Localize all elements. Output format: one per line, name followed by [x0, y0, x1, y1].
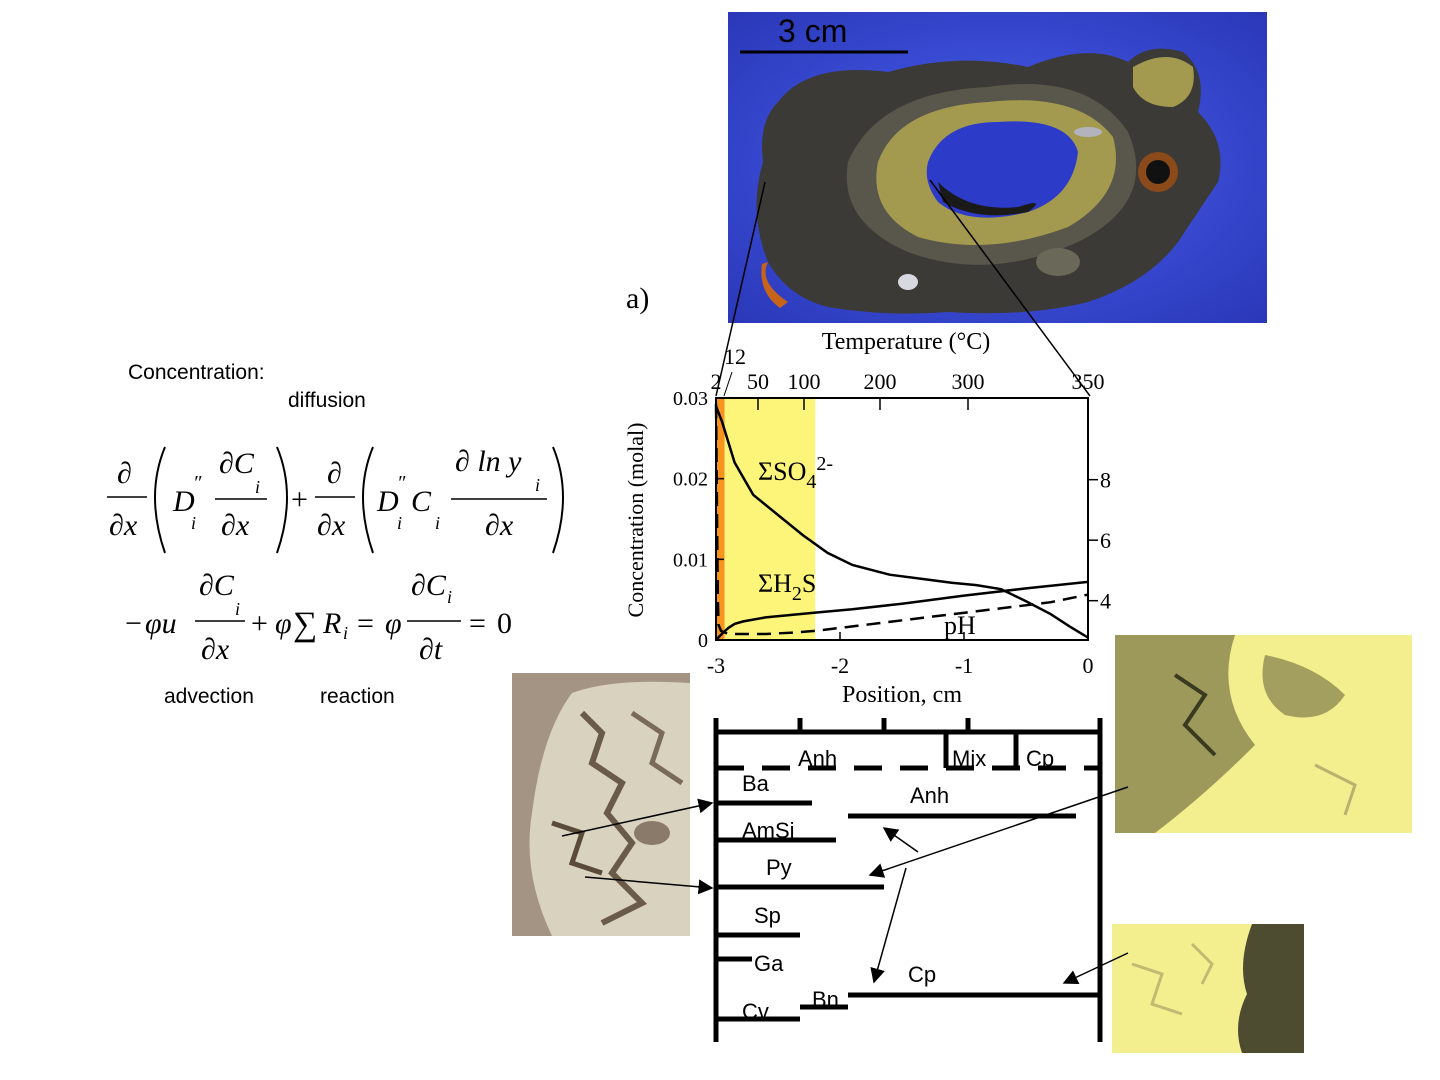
mineral-label-ga: Ga: [754, 951, 784, 976]
advection-label: advection: [164, 685, 254, 708]
mineral-label-anh: Anh: [910, 783, 950, 808]
svg-text:∂: ∂: [327, 457, 342, 490]
svg-text:i: i: [447, 587, 452, 607]
svg-text:∂C: ∂C: [411, 569, 447, 602]
y-axis-label: Concentration (molal): [623, 423, 648, 618]
right-tick-label-2: 8: [1100, 468, 1111, 493]
svg-text:+: +: [251, 607, 268, 640]
svg-text:φ: φ: [275, 607, 292, 640]
micrograph-right-bottom: [1112, 924, 1304, 1053]
svg-text:i: i: [435, 513, 440, 533]
arrow-center-to-cp: [870, 867, 907, 984]
mineral-label-bn: Bn: [812, 987, 839, 1012]
svg-text:∂C: ∂C: [199, 569, 235, 602]
temperature-zone-1: [724, 398, 816, 640]
svg-text:i: i: [255, 477, 260, 497]
svg-text:C: C: [411, 485, 432, 518]
top-tick-12-leader: [723, 371, 733, 397]
svg-text:i: i: [397, 513, 402, 533]
diffusion-label: diffusion: [288, 389, 366, 412]
x-axis-label: Position, cm: [842, 682, 962, 708]
scale-bar-label: 3 cm: [778, 13, 848, 49]
top-tick-label-4: 200: [864, 369, 897, 394]
chimney-cross-section-photo: 3 cm: [728, 12, 1267, 323]
arrow-center-to-anh: [882, 827, 919, 853]
micrograph-right-top: [1115, 635, 1412, 833]
annotation-ph: pH: [944, 611, 976, 640]
mineral-label-sp: Sp: [754, 903, 781, 928]
svg-text:i: i: [343, 623, 348, 643]
x-tick-label-0: -3: [707, 653, 725, 678]
top-tick-label-6: 350: [1072, 369, 1105, 394]
arrow-right-top-to-py: [868, 786, 1129, 878]
svg-text:0: 0: [497, 607, 512, 640]
svg-text:+: +: [291, 483, 308, 516]
svg-text:∂x: ∂x: [201, 633, 230, 666]
svg-text:R: R: [322, 607, 341, 640]
equation-title: Concentration:: [128, 361, 265, 384]
annotation-so4: ΣSO42-: [758, 453, 833, 493]
svg-text:″: ″: [397, 472, 406, 494]
annotation-h2s: ΣH2S: [758, 569, 816, 605]
top-tick-label-0: 2: [711, 369, 722, 394]
top-tick-label-3: 100: [788, 369, 821, 394]
mineral-label-py: Py: [766, 855, 792, 880]
svg-text:i: i: [235, 599, 240, 619]
transport-equation: ∂ ∂x D ″ i ∂C i ∂x + ∂ ∂x D ″ i C i ∂ ln…: [107, 445, 564, 666]
mineral-label-cp: Cp: [908, 962, 937, 987]
svg-text:i: i: [535, 475, 540, 495]
reaction-label: reaction: [320, 685, 395, 708]
svg-text:φu: φu: [145, 607, 177, 640]
top-tick-label-2: 50: [747, 369, 769, 394]
mineral-label-amsi: AmSi: [742, 818, 795, 843]
top-tick-label-1: 12: [724, 344, 746, 369]
svg-text:D: D: [376, 485, 399, 518]
y-tick-label-1: 0.01: [673, 549, 708, 571]
svg-text:∂x: ∂x: [109, 509, 138, 542]
svg-text:∂x: ∂x: [485, 509, 514, 542]
svg-text:∂x: ∂x: [317, 509, 346, 542]
svg-text:∑: ∑: [293, 606, 317, 643]
svg-text:D: D: [172, 485, 195, 518]
right-tick-label-0: 4: [1100, 589, 1111, 614]
x-tick-label-2: -1: [955, 653, 973, 678]
svg-text:∂C: ∂C: [219, 447, 255, 480]
svg-text:−: −: [125, 607, 142, 640]
mineral-label-cp-top: Cp: [1026, 746, 1055, 771]
svg-text:∂t: ∂t: [419, 633, 443, 666]
mineral-label-mix: Mix: [952, 746, 987, 771]
micrograph-left: [512, 673, 690, 936]
y-tick-label-0: 0: [698, 630, 708, 652]
right-tick-label-1: 6: [1100, 528, 1111, 553]
mineral-label-cv: Cv: [742, 999, 769, 1024]
svg-text:i: i: [191, 513, 196, 533]
x-tick-label-3: 0: [1083, 653, 1094, 678]
top-tick-label-5: 300: [952, 369, 985, 394]
svg-text:∂: ∂: [117, 457, 132, 490]
temperature-zone-0: [716, 398, 725, 640]
series-line-2: [714, 403, 1089, 636]
top-axis-label: Temperature (°C): [822, 329, 991, 355]
mineral-label-anh-top: Anh: [798, 746, 838, 771]
series-line-1: [715, 580, 1089, 641]
svg-text:″: ″: [193, 472, 202, 494]
svg-text:∂x: ∂x: [221, 509, 250, 542]
svg-text:φ: φ: [385, 607, 402, 640]
plot-frame: [715, 397, 1089, 641]
y-tick-label-3: 0.03: [673, 388, 708, 410]
mineral-label-ba: Ba: [742, 771, 769, 796]
x-tick-label-1: -2: [831, 653, 849, 678]
panel-label: a): [626, 282, 650, 315]
svg-text:=: =: [357, 607, 374, 640]
y-tick-label-2: 0.02: [673, 469, 708, 491]
series-line-0: [714, 405, 1089, 639]
svg-text:∂ ln y: ∂ ln y: [455, 445, 522, 478]
svg-text:=: =: [469, 607, 486, 640]
